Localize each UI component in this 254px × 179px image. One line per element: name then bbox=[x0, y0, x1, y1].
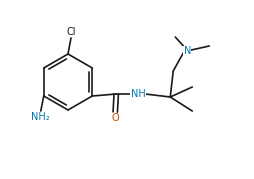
Text: NH: NH bbox=[131, 89, 146, 99]
Text: Cl: Cl bbox=[66, 27, 76, 37]
Text: N: N bbox=[184, 46, 191, 56]
Text: NH₂: NH₂ bbox=[31, 112, 50, 122]
Text: O: O bbox=[112, 113, 119, 123]
